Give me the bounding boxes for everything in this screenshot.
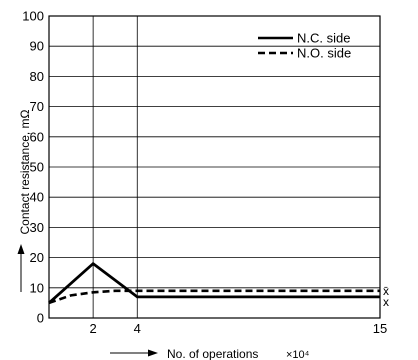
annotation-xbar: x̄ — [383, 284, 389, 298]
plot-frame — [48, 15, 381, 319]
x-axis-arrowhead — [148, 349, 158, 357]
series-line-2 — [48, 289, 380, 305]
x-axis-label: No. of operations — [167, 347, 258, 360]
y-tick-label: 20 — [30, 250, 44, 265]
y-axis-label: Contact resistance, mΩ — [18, 109, 32, 234]
y-tick-label: 10 — [30, 280, 44, 295]
annotation-x: x — [383, 295, 389, 309]
y-tick-label: 80 — [30, 69, 44, 84]
grid — [49, 16, 380, 318]
series-line-1 — [48, 261, 380, 304]
x-tick-label: 4 — [134, 321, 141, 336]
y-tick-label: 30 — [30, 220, 44, 235]
y-tick-labels: 0 10 20 30 40 50 60 70 80 90 100 — [22, 9, 44, 326]
y-tick-label: 70 — [30, 99, 44, 114]
legend-label: N.O. side — [297, 46, 351, 61]
x-tick-labels: 2 4 15 — [90, 321, 388, 336]
y-tick-label: 100 — [22, 9, 44, 24]
x-tick-label: 2 — [90, 321, 97, 336]
x-tick-label: 15 — [373, 321, 387, 336]
y-tick-label: 40 — [30, 190, 44, 205]
y-tick-label: 60 — [30, 129, 44, 144]
x-axis-label-group: No. of operations ×10⁴ — [110, 347, 310, 360]
annotations: x̄x — [383, 284, 389, 309]
legend-label: N.C. side — [297, 31, 350, 46]
y-tick-label: 50 — [30, 160, 44, 175]
y-tick-label: 0 — [37, 311, 44, 326]
y-axis-arrowhead — [17, 244, 25, 254]
series-lines — [48, 261, 380, 305]
x-axis-unit: ×10⁴ — [286, 349, 310, 360]
y-axis-label-group: Contact resistance, mΩ — [17, 109, 32, 292]
y-tick-label: 90 — [30, 39, 44, 54]
